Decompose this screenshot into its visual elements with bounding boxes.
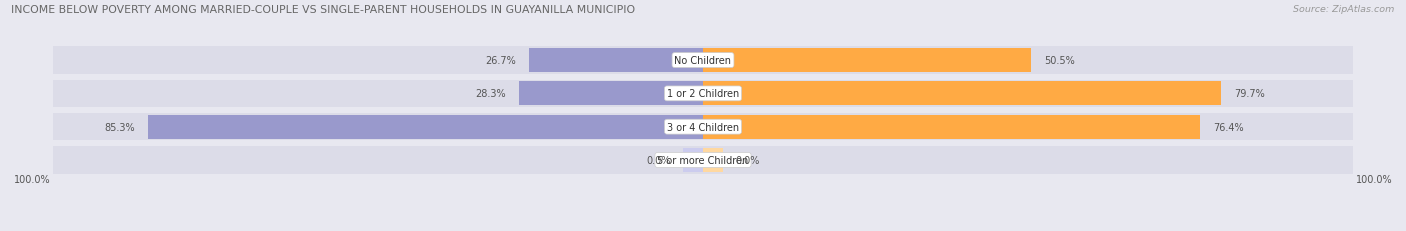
Bar — [703, 147, 1354, 174]
Bar — [52, 113, 703, 141]
Text: Source: ZipAtlas.com: Source: ZipAtlas.com — [1294, 5, 1395, 14]
Text: No Children: No Children — [675, 56, 731, 66]
Bar — [52, 80, 703, 108]
Text: 100.0%: 100.0% — [14, 174, 51, 184]
Bar — [148, 115, 703, 139]
Text: 0.0%: 0.0% — [647, 155, 671, 165]
Bar — [703, 47, 1354, 74]
Text: 3 or 4 Children: 3 or 4 Children — [666, 122, 740, 132]
Bar — [519, 82, 703, 106]
Legend: Married Couples, Single Parents: Married Couples, Single Parents — [589, 228, 817, 231]
Text: 100.0%: 100.0% — [1355, 174, 1392, 184]
Bar — [683, 148, 703, 172]
Text: 5 or more Children: 5 or more Children — [658, 155, 748, 165]
Bar — [529, 49, 703, 73]
Bar — [703, 82, 1222, 106]
Text: 0.0%: 0.0% — [735, 155, 759, 165]
Bar — [703, 115, 1199, 139]
Bar — [52, 47, 703, 74]
Bar — [703, 49, 1032, 73]
Bar — [52, 147, 703, 174]
Text: 76.4%: 76.4% — [1213, 122, 1243, 132]
Text: 26.7%: 26.7% — [485, 56, 516, 66]
Bar — [703, 113, 1354, 141]
Text: 28.3%: 28.3% — [475, 89, 506, 99]
Text: 85.3%: 85.3% — [104, 122, 135, 132]
Bar — [703, 148, 723, 172]
Text: 50.5%: 50.5% — [1045, 56, 1076, 66]
Text: 1 or 2 Children: 1 or 2 Children — [666, 89, 740, 99]
Bar — [703, 80, 1354, 108]
Text: 79.7%: 79.7% — [1234, 89, 1265, 99]
Text: INCOME BELOW POVERTY AMONG MARRIED-COUPLE VS SINGLE-PARENT HOUSEHOLDS IN GUAYANI: INCOME BELOW POVERTY AMONG MARRIED-COUPL… — [11, 5, 636, 15]
